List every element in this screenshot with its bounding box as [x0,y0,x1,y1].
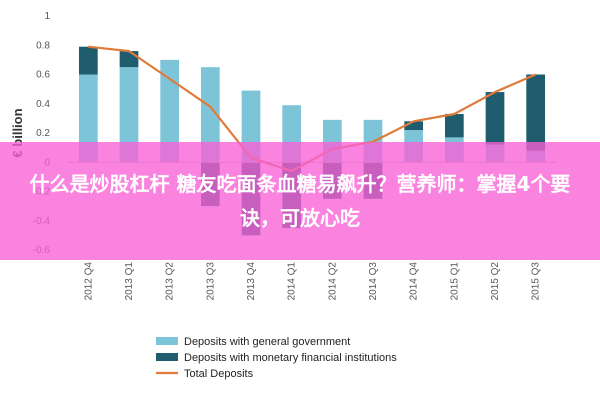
x-tick-label: 2015 Q2 [490,262,501,301]
x-tick-label: 2014 Q1 [287,262,298,301]
legend: Deposits with general government Deposits… [156,336,397,380]
x-tick-label: 2012 Q4 [83,262,94,301]
x-tick-label: 2013 Q4 [246,262,257,301]
bar-monetary-institutions [78,46,98,75]
x-tick-label: 2014 Q2 [327,262,338,301]
x-tick-label: 2013 Q1 [124,262,135,301]
x-tick-label: 2013 Q2 [165,262,176,301]
caption-banner: 什么是炒股杠杆 糖友吃面条血糖易飙升？营养师：掌握4个要诀，可放心吃 [0,142,600,260]
legend-label: Deposits with monetary financial institu… [184,352,397,364]
bar-general-government [160,59,180,163]
legend-label: Deposits with general government [184,336,350,348]
x-tick-label: 2014 Q4 [409,262,420,301]
legend-label: Total Deposits [184,368,254,380]
x-tick-label: 2015 Q1 [449,262,460,301]
bar-general-government [119,67,139,163]
y-tick-label: 0.4 [36,99,50,110]
bar-monetary-institutions [485,92,505,145]
bar-general-government [200,67,220,163]
bar-monetary-institutions [444,113,464,138]
x-tick-label: 2015 Q3 [531,262,542,301]
y-tick-label: 0.6 [36,70,50,81]
x-tick-label: 2014 Q3 [368,262,379,301]
legend-swatch [156,337,178,345]
bar-monetary-institutions [119,51,139,68]
x-tick-labels: 2012 Q4 2013 Q1 2013 Q2 2013 Q3 2013 Q4 2014 … [83,262,541,301]
legend-swatch [156,353,178,361]
y-tick-label: 0.2 [36,128,50,139]
bar-monetary-institutions [526,74,546,151]
y-tick-label: 0.8 [36,40,50,51]
y-tick-label: 1 [44,11,50,22]
x-tick-label: 2013 Q3 [205,262,216,301]
caption-text: 什么是炒股杠杆 糖友吃面条血糖易飙升？营养师：掌握4个要诀，可放心吃 [29,172,571,230]
bar-general-government [78,74,98,163]
bar-monetary-institutions [404,121,424,131]
